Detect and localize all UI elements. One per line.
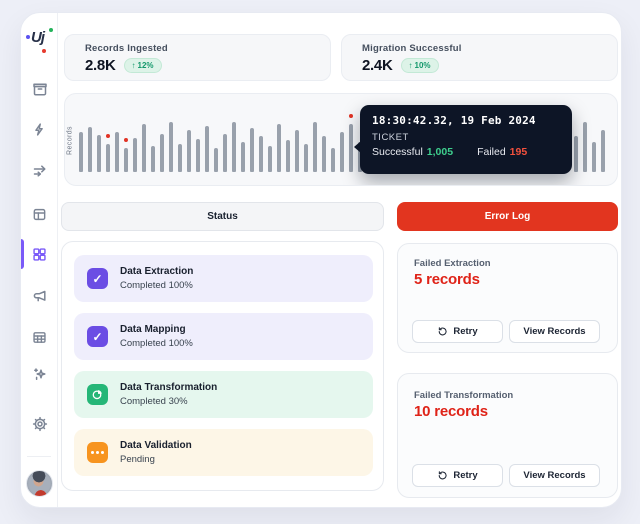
- megaphone-icon: [33, 290, 46, 302]
- status-panel: ✓ Data Extraction Completed 100% ✓ Data …: [61, 241, 384, 491]
- sidebar-item-tables[interactable]: [21, 322, 58, 352]
- sidebar-item-activity[interactable]: [21, 114, 58, 144]
- view-records-button[interactable]: View Records: [509, 464, 600, 487]
- app-logo[interactable]: Uj: [26, 27, 53, 53]
- failed-record-count: 5 records: [414, 271, 480, 288]
- retry-icon: [439, 327, 447, 336]
- pie-chart-icon: [87, 384, 108, 405]
- retry-icon: [439, 471, 447, 480]
- status-row-title: Data Mapping: [120, 324, 186, 335]
- stat-card-migration-successful: Migration Successful 2.4K ↑ 10%: [341, 34, 618, 81]
- archive-icon: [32, 83, 47, 96]
- sidebar-item-announcements[interactable]: [21, 281, 58, 311]
- sidebar-divider: [27, 456, 51, 457]
- sidebar-item-transfers[interactable]: [21, 156, 58, 186]
- stat-value: 2.8K: [85, 57, 116, 74]
- tooltip-successful-value: 1,005: [426, 146, 454, 158]
- tooltip-successful-label: Successful: [372, 146, 423, 158]
- status-button[interactable]: Status: [61, 202, 384, 231]
- ellipsis-icon: [87, 442, 108, 463]
- sidebar-item-archive[interactable]: [21, 74, 58, 104]
- status-row-title: Data Validation: [120, 440, 192, 451]
- logo-dot-red: [42, 49, 46, 53]
- active-nav-indicator: [21, 239, 24, 269]
- retry-button[interactable]: Retry: [412, 320, 503, 343]
- sidebar-item-layout[interactable]: [21, 199, 58, 229]
- grid-icon: [33, 247, 46, 261]
- arrow-up-icon: ↑: [131, 61, 136, 70]
- stat-card-records-ingested: Records Ingested 2.8K ↑ 12%: [64, 34, 331, 81]
- transfer-arrows-icon: [33, 165, 46, 177]
- stat-value: 2.4K: [362, 57, 393, 74]
- retry-button[interactable]: Retry: [412, 464, 503, 487]
- sidebar-item-settings[interactable]: [21, 409, 58, 439]
- logo-dot-green: [49, 28, 53, 32]
- failed-transformation-panel: Failed Transformation 10 records Retry V…: [397, 373, 618, 498]
- status-row-data-transformation[interactable]: Data Transformation Completed 30%: [74, 371, 373, 418]
- status-row-subtitle: Completed 100%: [120, 280, 193, 291]
- tooltip-timestamp: 18:30:42.32, 19 Feb 2024: [372, 114, 536, 127]
- status-row-data-extraction[interactable]: ✓ Data Extraction Completed 100%: [74, 255, 373, 302]
- failed-panel-title: Failed Transformation: [414, 390, 514, 401]
- status-row-subtitle: Completed 30%: [120, 396, 188, 407]
- dashboard-window: Uj: [20, 12, 622, 508]
- status-row-title: Data Extraction: [120, 266, 194, 277]
- tooltip-failed-value: 195: [509, 146, 528, 158]
- gear-icon: [32, 416, 47, 432]
- view-records-button[interactable]: View Records: [509, 320, 600, 343]
- failed-extraction-panel: Failed Extraction 5 records Retry View R…: [397, 243, 618, 353]
- records-bar-chart-card: Records 18:30:42.32, 19 Feb 2024 TICKET …: [64, 93, 618, 186]
- check-icon: ✓: [87, 326, 108, 347]
- status-row-data-mapping[interactable]: ✓ Data Mapping Completed 100%: [74, 313, 373, 360]
- sparkles-icon: [33, 368, 46, 380]
- sidebar-item-dashboard[interactable]: [21, 239, 58, 269]
- tooltip-label: TICKET: [372, 132, 409, 143]
- logo-dot-purple: [26, 35, 30, 39]
- sidebar-item-ai[interactable]: [21, 359, 58, 389]
- chart-tooltip: 18:30:42.32, 19 Feb 2024 TICKET Successf…: [354, 105, 572, 174]
- status-row-data-validation[interactable]: Data Validation Pending: [74, 429, 373, 476]
- sidebar: Uj: [21, 13, 58, 507]
- stat-label: Records Ingested: [85, 43, 168, 54]
- trend-badge: ↑ 10%: [400, 58, 439, 73]
- tooltip-failed-label: Failed: [477, 146, 506, 158]
- arrow-up-icon: ↑: [408, 61, 413, 70]
- stat-label: Migration Successful: [362, 43, 462, 54]
- status-row-title: Data Transformation: [120, 382, 218, 393]
- layout-icon: [33, 208, 46, 220]
- zap-icon: [35, 122, 43, 136]
- logo-mark: Uj: [31, 29, 45, 46]
- user-avatar[interactable]: [26, 470, 53, 497]
- status-row-subtitle: Pending: [120, 454, 155, 465]
- chart-y-axis-label: Records: [66, 126, 74, 155]
- table-icon: [33, 331, 46, 343]
- status-row-subtitle: Completed 100%: [120, 338, 193, 349]
- error-log-button[interactable]: Error Log: [397, 202, 618, 231]
- check-icon: ✓: [87, 268, 108, 289]
- trend-badge: ↑ 12%: [123, 58, 162, 73]
- failed-panel-title: Failed Extraction: [414, 258, 491, 269]
- failed-record-count: 10 records: [414, 403, 488, 420]
